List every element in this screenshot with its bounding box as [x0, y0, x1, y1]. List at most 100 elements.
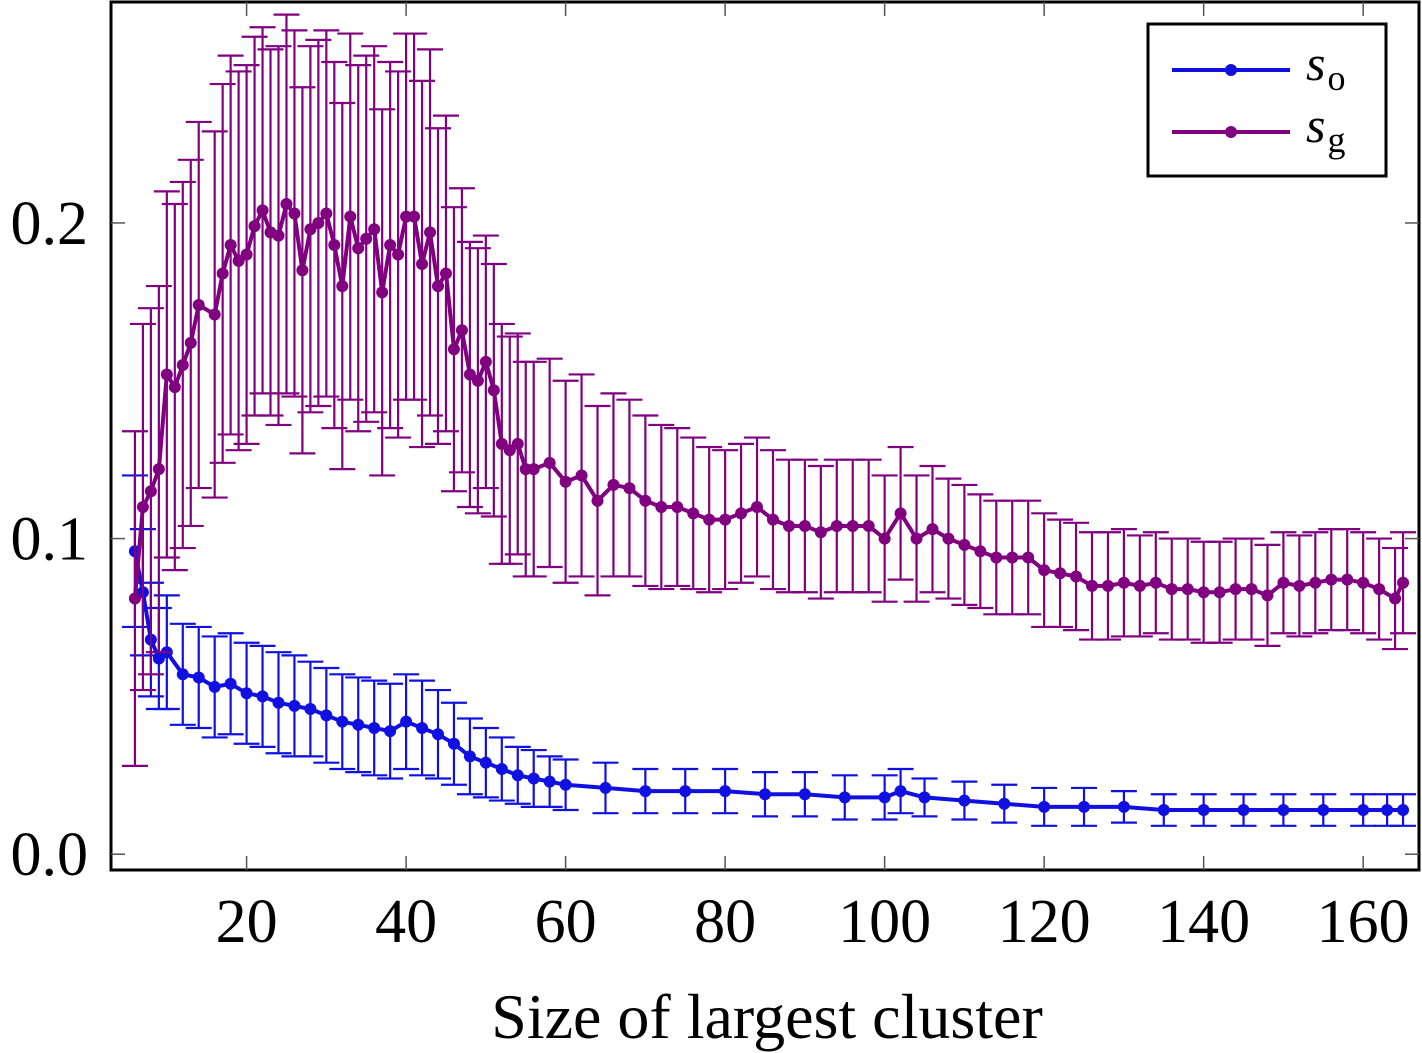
data-point: [128, 592, 141, 605]
data-point: [687, 507, 700, 520]
data-point: [655, 501, 668, 514]
data-point: [926, 523, 939, 536]
data-point: [958, 794, 971, 807]
data-point: [1397, 804, 1410, 817]
data-point: [942, 532, 955, 545]
data-point: [168, 381, 181, 394]
legend-swatch-marker: [1225, 126, 1237, 138]
data-point: [1381, 804, 1394, 817]
data-point: [751, 501, 764, 514]
data-point: [623, 482, 636, 495]
data-point: [160, 368, 173, 381]
x-tick-label: 20: [216, 888, 278, 956]
y-tick-label: 0.1: [11, 506, 89, 574]
data-point: [1133, 579, 1146, 592]
legend-label-subscript: o: [1327, 58, 1345, 98]
data-point: [838, 791, 851, 804]
data-point: [639, 785, 652, 798]
data-point: [352, 242, 365, 255]
data-point: [208, 680, 221, 693]
data-point: [336, 715, 349, 728]
data-point: [368, 721, 381, 734]
data-point: [416, 721, 429, 734]
data-point: [384, 725, 397, 738]
data-point: [1245, 583, 1258, 596]
data-point: [304, 703, 317, 716]
data-point: [216, 267, 229, 280]
x-tick-label: 60: [535, 888, 597, 956]
data-point: [559, 475, 572, 488]
data-point: [400, 715, 413, 728]
x-tick-label: 40: [375, 888, 437, 956]
data-point: [1309, 576, 1322, 589]
data-point: [1022, 551, 1035, 564]
data-point: [1117, 576, 1130, 589]
data-point: [511, 437, 524, 450]
data-point: [320, 709, 333, 722]
data-point: [1038, 564, 1051, 577]
data-point: [208, 308, 221, 321]
data-point: [1070, 570, 1083, 583]
data-point: [424, 226, 437, 239]
data-point: [719, 513, 732, 526]
x-tick-label: 160: [1317, 888, 1410, 956]
data-point: [1389, 592, 1402, 605]
data-point: [918, 791, 931, 804]
data-point: [639, 494, 652, 507]
data-point: [495, 762, 508, 775]
data-point: [136, 501, 149, 514]
data-point: [224, 239, 237, 252]
x-axis-title: Size of largest cluster: [491, 981, 1043, 1052]
data-point: [1277, 576, 1290, 589]
data-point: [910, 532, 923, 545]
y-tick-label: 0.2: [11, 190, 89, 258]
data-point: [288, 207, 301, 220]
data-point: [1325, 573, 1338, 586]
data-point: [1373, 583, 1386, 596]
data-point: [1149, 576, 1162, 589]
data-point: [224, 677, 237, 690]
data-point: [479, 756, 492, 769]
data-point: [1213, 586, 1226, 599]
x-tick-label: 100: [838, 888, 931, 956]
series-g: [121, 13, 1417, 767]
x-tick-label: 120: [998, 888, 1091, 956]
x-tick-label: 80: [694, 888, 756, 956]
data-point: [1101, 579, 1114, 592]
data-point: [384, 239, 397, 252]
data-point: [184, 336, 197, 349]
data-point: [256, 690, 269, 703]
data-point: [176, 358, 189, 371]
data-point: [336, 280, 349, 293]
data-point: [1229, 583, 1242, 596]
data-point: [368, 223, 381, 236]
data-point: [759, 788, 771, 801]
data-point: [479, 355, 492, 368]
data-point: [192, 671, 205, 684]
x-tick-label: 140: [1157, 888, 1250, 956]
data-point: [798, 788, 811, 801]
data-point: [152, 463, 165, 476]
data-point: [471, 374, 484, 387]
data-point: [894, 507, 907, 520]
data-point: [408, 210, 421, 223]
data-point: [511, 769, 524, 782]
data-point: [703, 513, 716, 526]
data-point: [360, 232, 373, 245]
plot-area: [121, 13, 1417, 827]
data-point: [1197, 804, 1210, 817]
data-point: [998, 797, 1011, 810]
data-point: [447, 343, 460, 356]
data-point: [1357, 576, 1370, 589]
data-point: [1317, 804, 1330, 817]
data-point: [990, 551, 1003, 564]
plot-frame: [109, 0, 1421, 872]
data-point: [591, 494, 604, 507]
data-point: [559, 778, 572, 791]
data-point: [1165, 583, 1178, 596]
data-point: [240, 687, 253, 700]
data-point: [487, 384, 500, 397]
data-point: [432, 728, 444, 741]
data-point: [527, 772, 540, 785]
